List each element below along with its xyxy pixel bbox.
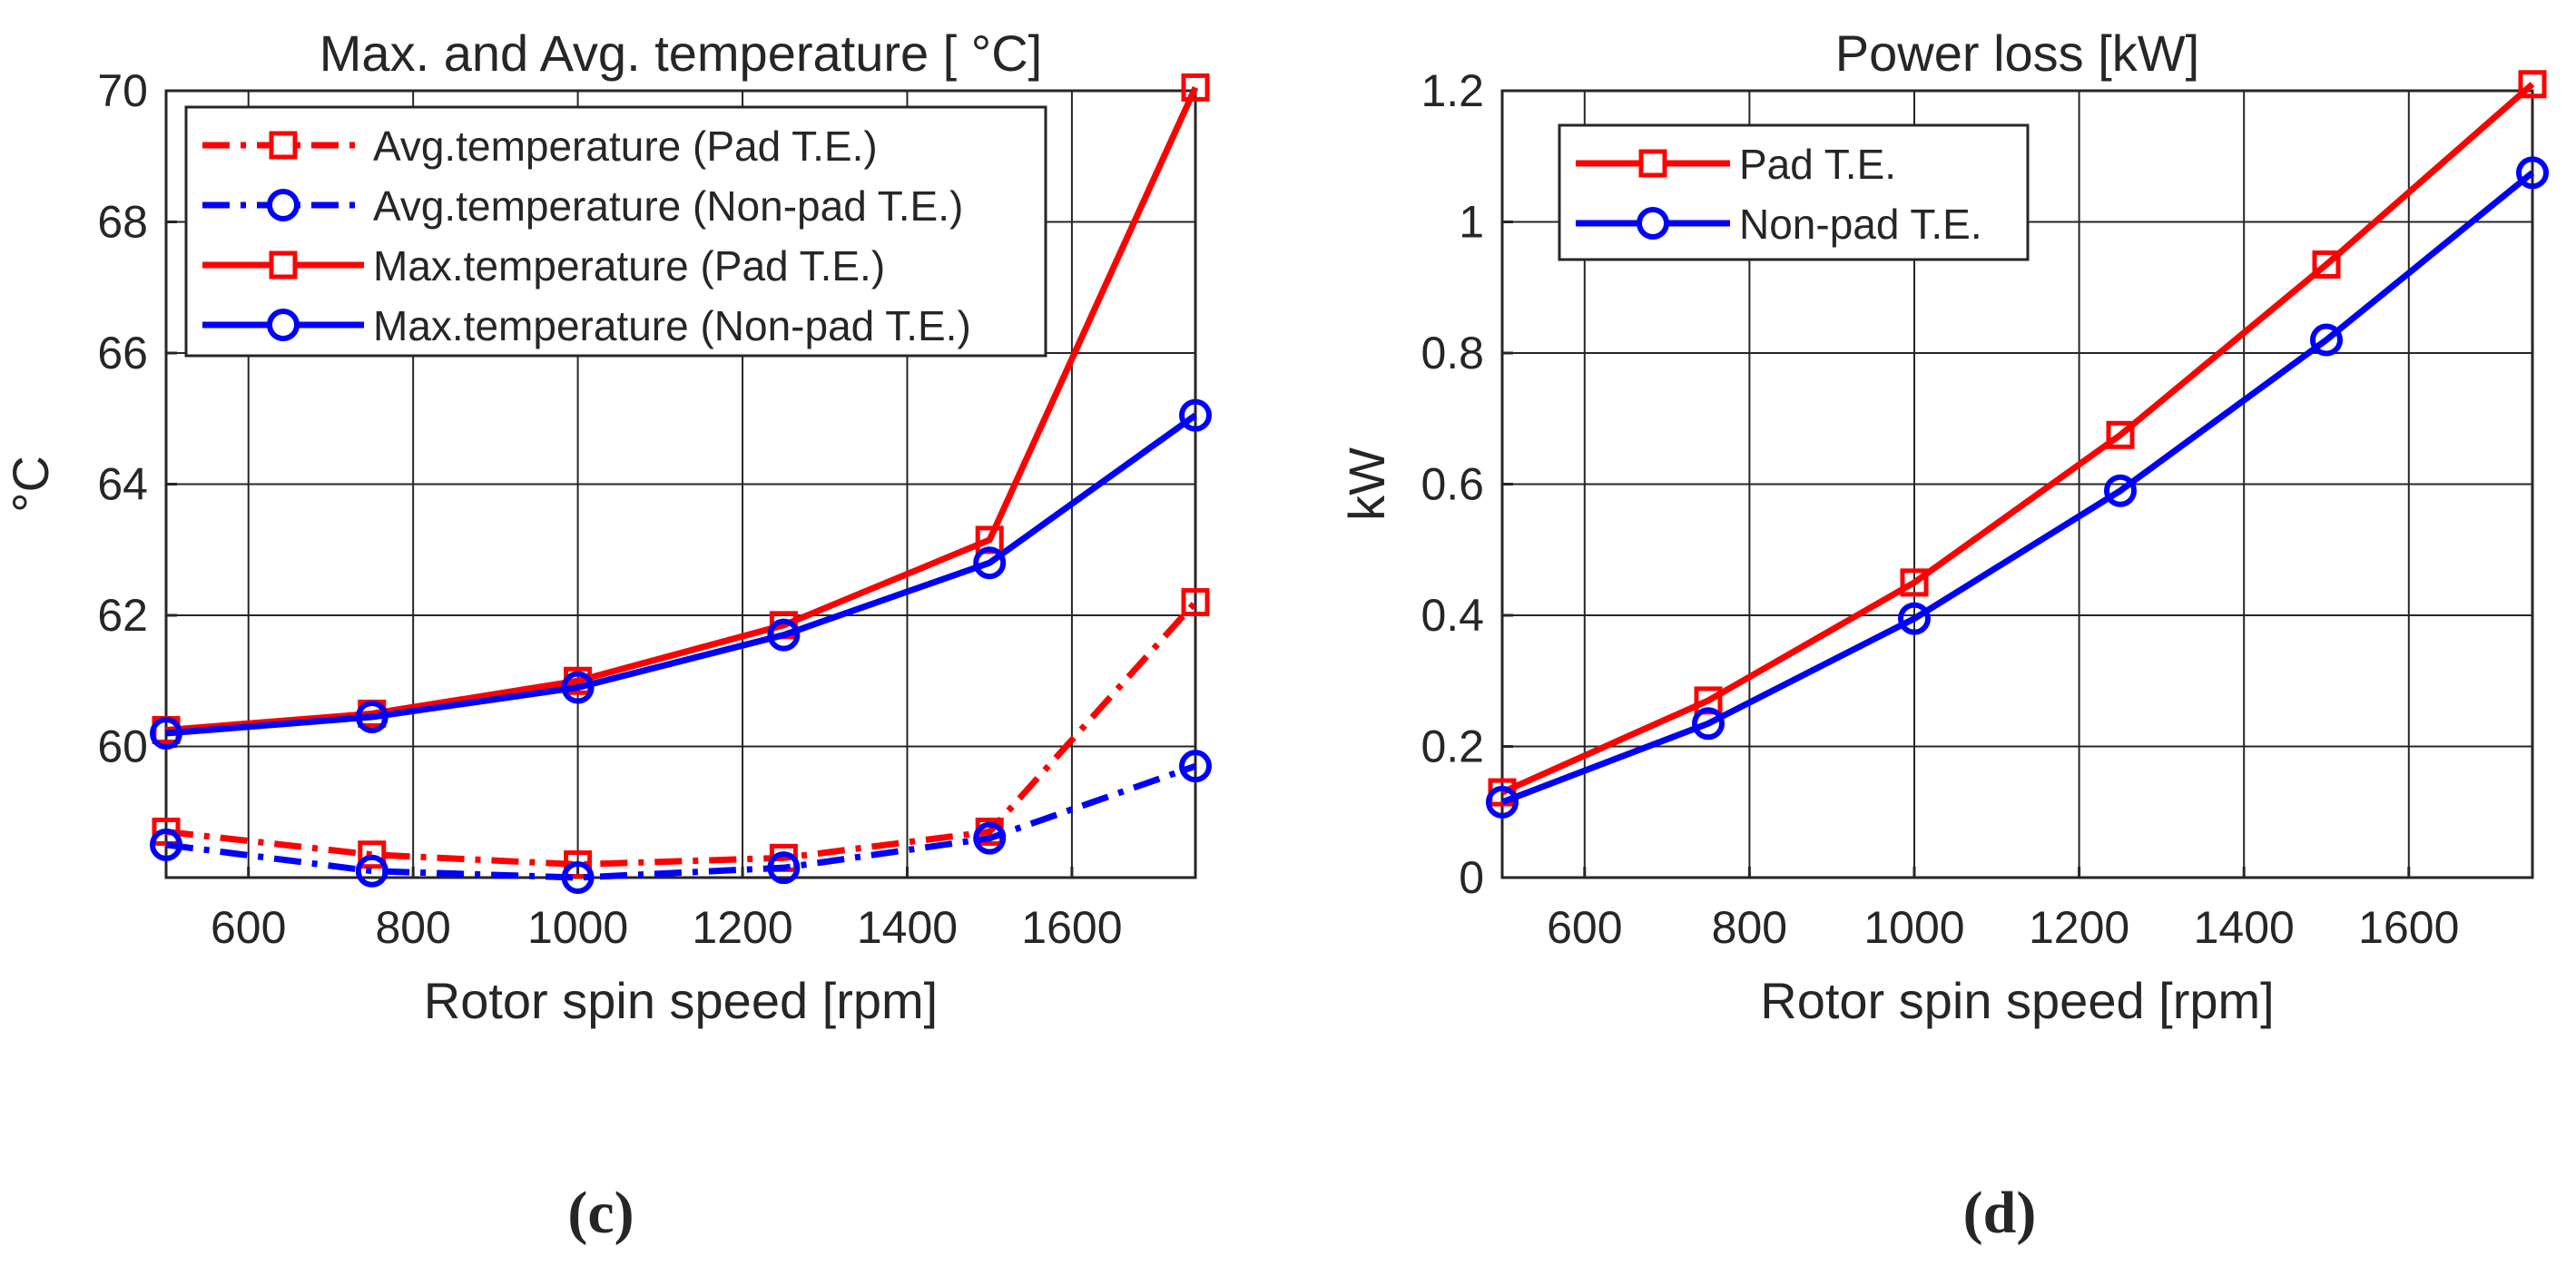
chart-title: Power loss [kW]	[1835, 25, 2199, 82]
x-tick-label: 600	[1547, 902, 1622, 953]
y-tick-label: 0.6	[1421, 459, 1484, 510]
data-point	[2312, 250, 2341, 279]
data-point	[1486, 785, 1519, 819]
series-non-pad-t-e-	[1486, 156, 2549, 819]
data-point	[973, 821, 1007, 855]
data-point	[355, 700, 388, 733]
legend-marker	[1638, 149, 1667, 178]
x-tick-label: 1000	[527, 902, 628, 953]
data-point	[2518, 70, 2547, 99]
series-line	[1500, 82, 2535, 796]
data-point	[2310, 323, 2343, 357]
data-point	[2106, 420, 2135, 449]
temperature-chart: 600 800 1000 1200 1400 1600 60 62 64 66 68 70 Max. a…	[2, 25, 1212, 1029]
data-point	[1900, 568, 1929, 597]
y-tick-label: 66	[97, 328, 148, 378]
data-point	[1181, 588, 1210, 617]
legend: Pad T.E. Non-pad T.E.	[1558, 123, 2030, 261]
data-point	[2104, 474, 2137, 507]
legend: Avg.temperature (Pad T.E.) Avg.temperatur…	[184, 105, 1047, 358]
y-tick-label: 64	[97, 459, 148, 510]
data-point	[561, 861, 595, 894]
data-point	[1179, 750, 1212, 783]
y-tick-label: 0.4	[1421, 590, 1484, 641]
series-max-temperature-non-pad-t-e-	[150, 398, 1212, 751]
x-tick-label: 1600	[2358, 902, 2459, 953]
x-tick-label: 1600	[1021, 902, 1122, 953]
series-line	[165, 762, 1197, 881]
legend-label: Non-pad T.E.	[1739, 201, 1982, 248]
x-tick-label: 600	[211, 902, 286, 953]
panel-label-c: (c)	[567, 1180, 634, 1246]
legend-label: Max.temperature (Non-pad T.E.)	[373, 302, 971, 349]
power-loss-chart: 600 800 1000 1200 1400 1600 0 0.2 0.4 0.6 0.8 1 1.2 P…	[1338, 25, 2549, 1029]
y-tick-label: 60	[97, 721, 148, 772]
series-line	[165, 600, 1198, 869]
data-point	[1898, 602, 1931, 635]
x-tick-label: 800	[1712, 902, 1787, 953]
series-line	[1500, 170, 2535, 806]
y-tick-label: 0.8	[1421, 328, 1484, 378]
legend-marker	[267, 309, 300, 341]
series-pad-t-e-	[1488, 70, 2547, 807]
data-point	[1179, 398, 1212, 432]
legend-marker	[1637, 207, 1669, 240]
y-tick-label: 1	[1459, 197, 1484, 248]
y-tick-label: 0	[1459, 852, 1484, 903]
legend-label: Pad T.E.	[1739, 141, 1896, 188]
x-axis-label: Rotor spin speed [rpm]	[1760, 972, 2274, 1029]
x-tick-label: 1200	[692, 902, 792, 953]
data-point	[152, 817, 181, 846]
chart-title: Max. and Avg. temperature [ °C]	[320, 25, 1042, 82]
legend-marker	[269, 131, 298, 160]
y-axis-label: kW	[1338, 447, 1395, 521]
data-point	[973, 546, 1007, 580]
data-point	[1181, 73, 1210, 102]
data-point	[767, 851, 801, 885]
x-tick-label: 1400	[2194, 902, 2295, 953]
x-axis-label: Rotor spin speed [rpm]	[424, 972, 938, 1029]
y-tick-label: 1.2	[1421, 65, 1484, 116]
legend-marker	[267, 189, 300, 221]
series-line	[165, 412, 1198, 737]
y-tick-label: 70	[97, 65, 148, 116]
y-tick-label: 68	[97, 197, 148, 248]
series-line	[165, 85, 1199, 733]
legend-box	[184, 105, 1047, 358]
legend-label: Max.temperature (Pad T.E.)	[373, 242, 885, 290]
data-point	[561, 671, 595, 704]
y-axis-label: °C	[2, 456, 59, 513]
data-point	[355, 854, 388, 888]
data-point	[1692, 707, 1725, 741]
x-tick-label: 800	[375, 902, 450, 953]
data-point	[150, 717, 182, 751]
legend-label: Avg.temperature (Pad T.E.)	[373, 123, 878, 170]
x-tick-label: 1400	[857, 902, 958, 953]
legend-marker	[269, 250, 298, 280]
data-point	[767, 618, 801, 652]
data-point	[358, 840, 387, 869]
data-point	[150, 828, 182, 861]
series-avg-temperature-non-pad-t-e-	[150, 750, 1212, 894]
legend-label: Avg.temperature (Non-pad T.E.)	[373, 182, 963, 230]
x-tick-label: 1000	[1863, 902, 1964, 953]
panel-label-d: (d)	[1963, 1180, 2037, 1246]
legend-box	[1558, 123, 2030, 261]
data-point	[564, 850, 593, 879]
x-tick-label: 1200	[2029, 902, 2129, 953]
data-point	[2516, 156, 2549, 190]
y-tick-label: 0.2	[1421, 721, 1484, 772]
y-tick-label: 62	[97, 590, 148, 641]
